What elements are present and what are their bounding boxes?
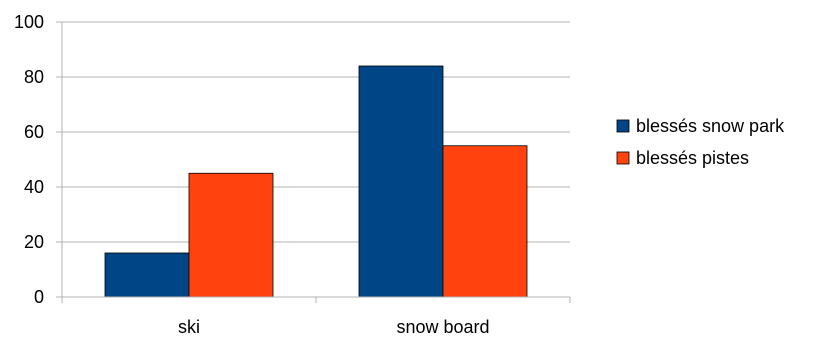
legend-label: blessés snow park [636,116,785,136]
bar-pistes-1 [442,145,528,298]
legend-swatch [616,151,630,165]
bar-snow-park-1 [358,65,444,298]
y-tick-label: 40 [24,177,44,197]
bar-snow-park-0 [104,252,190,298]
legend-swatch [616,119,630,133]
y-tick-label: 80 [24,67,44,87]
y-axis-ticks: 0 20 40 60 80 100 [14,12,62,307]
legend: blessés snow park blessés pistes [616,116,785,168]
bar-pistes-0 [188,172,274,298]
bars [104,65,528,298]
x-category-label: ski [178,317,200,337]
x-axis-categories: ski snow board [61,297,571,337]
y-tick-label: 0 [34,287,44,307]
y-tick-label: 20 [24,232,44,252]
legend-label: blessés pistes [636,148,749,168]
x-category-label: snow board [396,317,489,337]
y-tick-label: 60 [24,122,44,142]
y-tick-label: 100 [14,12,44,32]
